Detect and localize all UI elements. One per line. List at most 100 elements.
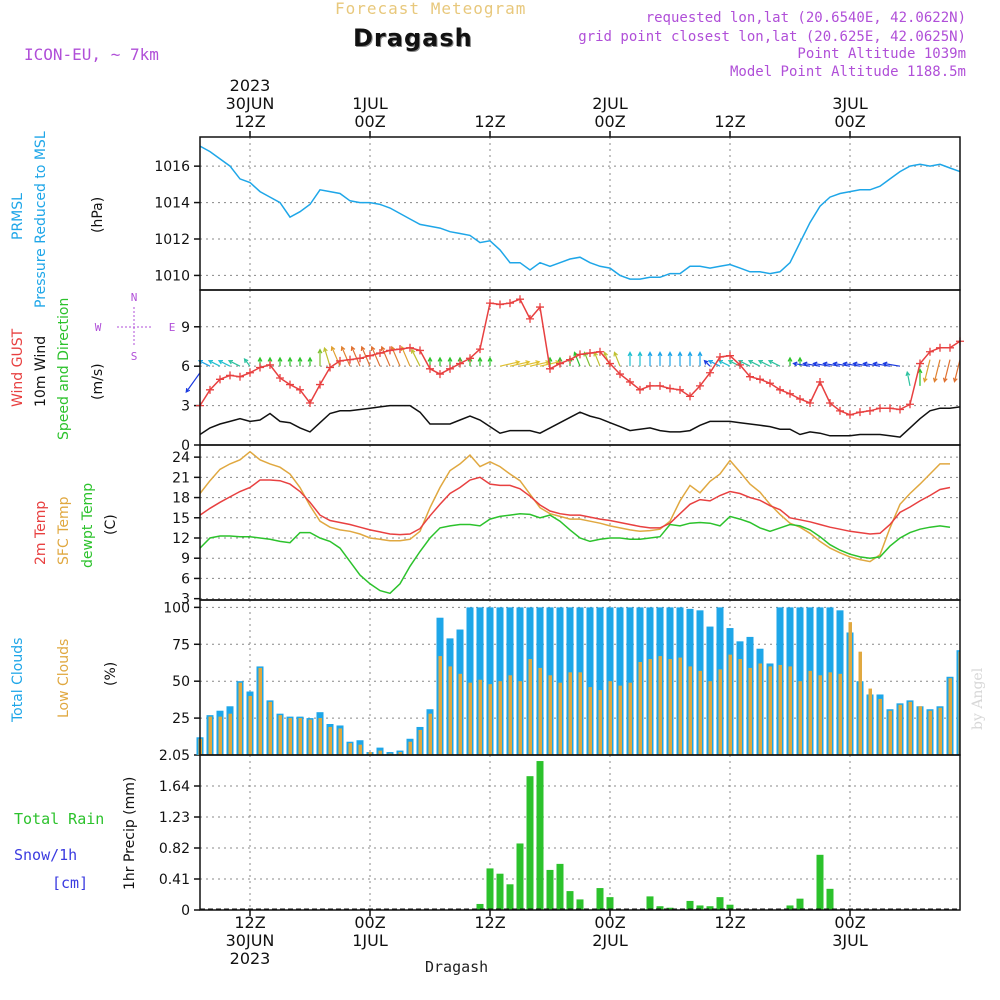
gust-marker — [936, 343, 944, 352]
wind-arrow — [380, 345, 391, 367]
legend-total-rain: Total Rain — [14, 810, 105, 828]
low-cloud-bar — [318, 718, 322, 755]
gust-marker — [946, 343, 954, 352]
wind-arrow — [593, 351, 601, 367]
wind-arrow — [400, 345, 411, 367]
wind-arrow — [519, 360, 541, 367]
low-cloud-bar — [398, 752, 402, 755]
gust-marker — [396, 345, 404, 354]
gust-marker — [596, 347, 604, 356]
compass-n: N — [131, 291, 138, 304]
gust-marker — [346, 355, 354, 364]
gust-marker — [926, 347, 934, 356]
wind-arrow — [437, 356, 443, 367]
time-label-line2: 1JUL — [352, 931, 388, 950]
pressure-label-1: PRMSL — [10, 193, 26, 240]
wind-arrow — [350, 345, 361, 367]
time-label: 00Z 2JUL — [570, 914, 650, 968]
wind-arrow — [499, 360, 521, 367]
wind-arrow — [822, 361, 841, 367]
rain-bar — [496, 873, 504, 910]
time-label-line3: 2023 — [229, 949, 271, 968]
y-tick-label: 1010 — [154, 268, 190, 284]
point-altitude: Point Altitude 1039m — [797, 46, 966, 62]
cloud-unit: (%) — [103, 661, 119, 686]
wind-arrow — [747, 359, 761, 367]
time-label-line1: 00Z — [834, 913, 866, 932]
wind-label-3: Speed and Direction — [56, 297, 72, 440]
wind-arrow — [307, 356, 313, 367]
low-cloud-bar — [688, 666, 692, 755]
low-cloud-bar — [738, 659, 742, 755]
time-label-line3: 12Z — [714, 112, 746, 131]
rain-bar — [546, 869, 554, 910]
gust-marker — [746, 372, 754, 381]
gust-marker — [796, 395, 804, 404]
wind-arrow — [509, 360, 531, 367]
gust-marker — [516, 295, 524, 304]
low-cloud-bar — [268, 701, 272, 755]
footer-location: Dragash — [425, 958, 489, 976]
gust-marker — [866, 406, 874, 415]
sfc-temp-line — [199, 450, 950, 563]
gust-marker — [756, 375, 764, 384]
low-cloud-bar — [708, 681, 712, 755]
y-tick-label: 18 — [172, 491, 190, 507]
low-cloud-bar — [208, 716, 212, 755]
gust-marker — [876, 404, 884, 413]
low-cloud-bar — [598, 690, 602, 755]
gust-marker — [856, 408, 864, 417]
time-label-line3: 12Z — [474, 112, 506, 131]
gust-marker — [686, 392, 694, 401]
low-cloud-bar — [438, 656, 442, 755]
wind-arrow — [707, 359, 721, 367]
gust-marker — [906, 400, 914, 409]
time-label: 12Z 30JUN 2023 — [210, 914, 290, 968]
legend-snow-unit: [cm] — [52, 874, 89, 892]
rain-bar — [726, 904, 734, 910]
temp-label-3: dewpt Temp — [80, 482, 96, 568]
total-cloud-bar — [466, 607, 474, 755]
y-tick-label: 75 — [172, 637, 190, 653]
gust-marker — [636, 385, 644, 394]
time-label-line1: 12Z — [474, 913, 506, 932]
gust-marker — [386, 346, 394, 355]
y-tick-label: 3 — [181, 399, 190, 415]
legend-snow: Snow/1h — [14, 846, 78, 864]
low-cloud-bar — [908, 701, 912, 755]
low-cloud-bar — [798, 681, 802, 755]
wind-arrow — [905, 370, 911, 387]
product-title: Forecast Meteogram — [335, 0, 527, 18]
time-label-line3 — [330, 950, 410, 968]
y-tick-label: 100 — [163, 600, 190, 616]
low-cloud-bar — [448, 666, 452, 755]
gust-marker — [676, 385, 684, 394]
wind-arrow — [882, 361, 901, 367]
rain-bar — [526, 776, 534, 910]
rain-bar — [786, 905, 794, 910]
gust-marker — [816, 377, 824, 386]
time-label-line3: 00Z — [354, 112, 386, 131]
rain-bar — [536, 761, 544, 910]
low-cloud-bar — [308, 719, 312, 755]
pressure-label-2: Pressure Reduced to MSL — [33, 131, 49, 308]
gust-marker — [616, 370, 624, 379]
rain-bar — [566, 891, 574, 910]
rain-bar — [696, 905, 704, 910]
y-tick-label: 3 — [181, 592, 190, 608]
wind-arrow — [477, 356, 483, 367]
time-label-line1: 00Z — [594, 913, 626, 932]
time-label-line2: 3JUL — [832, 94, 868, 113]
gust-marker — [736, 360, 744, 369]
rain-bar — [666, 907, 674, 910]
gust-marker — [416, 346, 424, 355]
gust-marker — [456, 359, 464, 368]
wind-arrow — [613, 351, 621, 367]
gust-marker — [826, 398, 834, 407]
wind-arrow — [842, 361, 861, 367]
total-cloud-bar — [486, 607, 494, 755]
dewpoint-line — [199, 512, 951, 595]
time-label-line3 — [810, 950, 890, 968]
gust-marker — [316, 380, 324, 389]
gust-marker — [226, 371, 234, 380]
